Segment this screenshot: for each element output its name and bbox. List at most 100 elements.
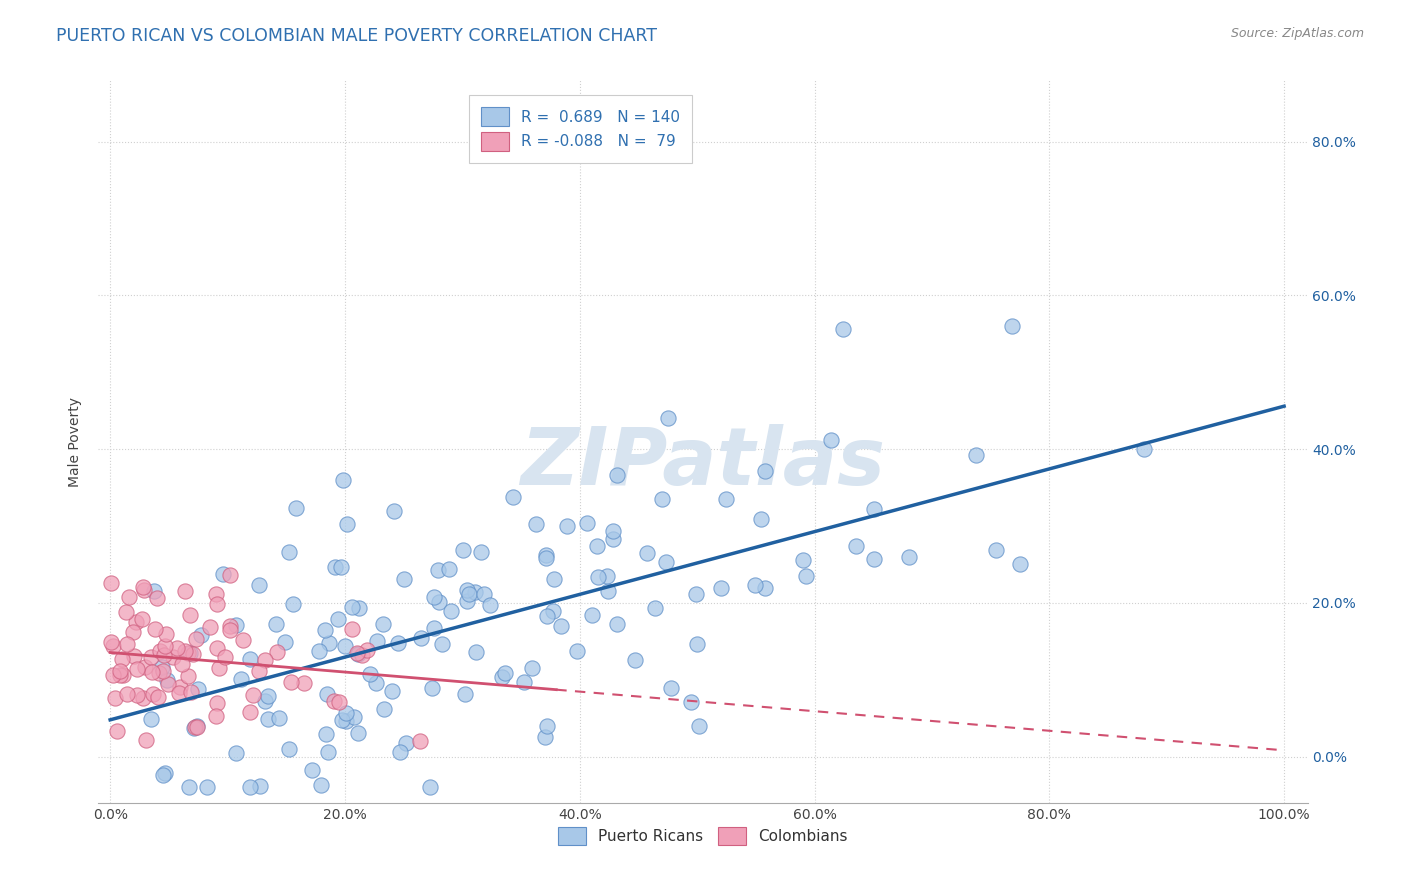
Point	[335, 714, 357, 728]
Point	[187, 681, 209, 696]
Point	[184, 632, 207, 646]
Point	[135, 733, 157, 747]
Point	[575, 516, 598, 531]
Point	[439, 562, 461, 576]
Point	[565, 644, 588, 658]
Point	[190, 628, 212, 642]
Point	[863, 501, 886, 516]
Point	[316, 745, 339, 759]
Point	[169, 681, 191, 695]
Point	[333, 639, 356, 653]
Point	[247, 664, 270, 678]
Point	[581, 608, 603, 623]
Point	[432, 637, 454, 651]
Point	[308, 644, 330, 658]
Point	[108, 668, 131, 682]
Point	[309, 778, 332, 792]
Legend: Puerto Ricans, Colombians: Puerto Ricans, Colombians	[551, 819, 855, 853]
Point	[207, 696, 229, 710]
Point	[340, 622, 363, 636]
Point	[208, 661, 231, 675]
Point	[115, 637, 138, 651]
Point	[115, 687, 138, 701]
Point	[280, 675, 302, 690]
Point	[225, 746, 247, 760]
Point	[110, 664, 132, 678]
Point	[686, 637, 709, 651]
Point	[495, 666, 517, 681]
Point	[152, 648, 174, 662]
Point	[247, 578, 270, 592]
Point	[326, 612, 349, 626]
Point	[155, 673, 177, 688]
Point	[100, 576, 122, 591]
Point	[502, 490, 524, 504]
Point	[984, 542, 1007, 557]
Point	[586, 539, 609, 553]
Point	[139, 650, 162, 665]
Point	[346, 646, 368, 660]
Point	[142, 688, 165, 702]
Point	[141, 665, 163, 679]
Point	[264, 617, 287, 632]
Point	[479, 599, 502, 613]
Point	[606, 467, 628, 482]
Point	[897, 549, 920, 564]
Point	[624, 653, 647, 667]
Point	[536, 609, 558, 624]
Point	[328, 694, 350, 708]
Point	[550, 618, 572, 632]
Point	[754, 464, 776, 478]
Point	[657, 411, 679, 425]
Point	[148, 666, 170, 681]
Point	[685, 587, 707, 601]
Point	[186, 720, 208, 734]
Point	[281, 597, 304, 611]
Point	[387, 636, 409, 650]
Point	[198, 620, 221, 634]
Point	[157, 677, 180, 691]
Point	[350, 648, 373, 662]
Point	[427, 563, 450, 577]
Point	[323, 559, 346, 574]
Point	[596, 584, 619, 599]
Point	[205, 708, 228, 723]
Point	[411, 631, 433, 645]
Point	[340, 600, 363, 615]
Point	[744, 578, 766, 592]
Point	[118, 590, 141, 604]
Point	[167, 686, 190, 700]
Point	[152, 665, 174, 679]
Point	[143, 584, 166, 599]
Text: Source: ZipAtlas.com: Source: ZipAtlas.com	[1230, 27, 1364, 40]
Point	[422, 621, 444, 635]
Point	[111, 668, 134, 682]
Point	[602, 524, 624, 538]
Point	[179, 646, 201, 660]
Point	[596, 568, 619, 582]
Point	[491, 670, 513, 684]
Point	[681, 695, 703, 709]
Point	[557, 518, 579, 533]
Point	[122, 648, 145, 663]
Point	[229, 672, 252, 686]
Point	[832, 322, 855, 336]
Point	[1133, 442, 1156, 457]
Point	[316, 687, 339, 701]
Point	[419, 780, 441, 794]
Point	[292, 675, 315, 690]
Point	[124, 615, 146, 629]
Point	[249, 780, 271, 794]
Point	[211, 566, 233, 581]
Point	[373, 702, 395, 716]
Point	[105, 723, 128, 738]
Point	[322, 693, 344, 707]
Point	[335, 706, 357, 720]
Point	[792, 552, 814, 566]
Point	[332, 473, 354, 487]
Point	[267, 711, 290, 725]
Point	[382, 503, 405, 517]
Point	[749, 512, 772, 526]
Point	[420, 681, 443, 696]
Point	[177, 669, 200, 683]
